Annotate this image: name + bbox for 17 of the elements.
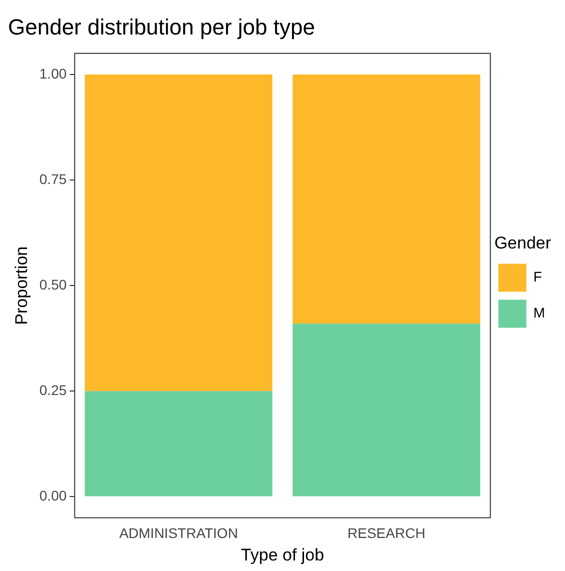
y-tick-label: 1.00	[39, 65, 67, 82]
bar	[84, 391, 272, 496]
y-tick-label: 0.75	[39, 170, 67, 187]
legend-label: M	[533, 304, 546, 321]
legend-title: Gender	[494, 233, 552, 252]
y-tick-label: 0.00	[39, 488, 67, 504]
bar	[292, 324, 480, 496]
x-tick-label: ADMINISTRATION	[119, 525, 238, 542]
y-axis-title: Proportion	[12, 246, 31, 325]
y-tick-label: 0.25	[39, 382, 67, 398]
y-tick-label: 0.50	[39, 276, 67, 292]
bar	[292, 74, 480, 324]
legend-label: F	[533, 268, 542, 285]
chart-title: Gender distribution per job type	[8, 14, 315, 40]
x-axis-title: Type of job	[240, 545, 324, 564]
bar	[84, 74, 272, 392]
x-tick-label: RESEARCH	[348, 525, 426, 542]
